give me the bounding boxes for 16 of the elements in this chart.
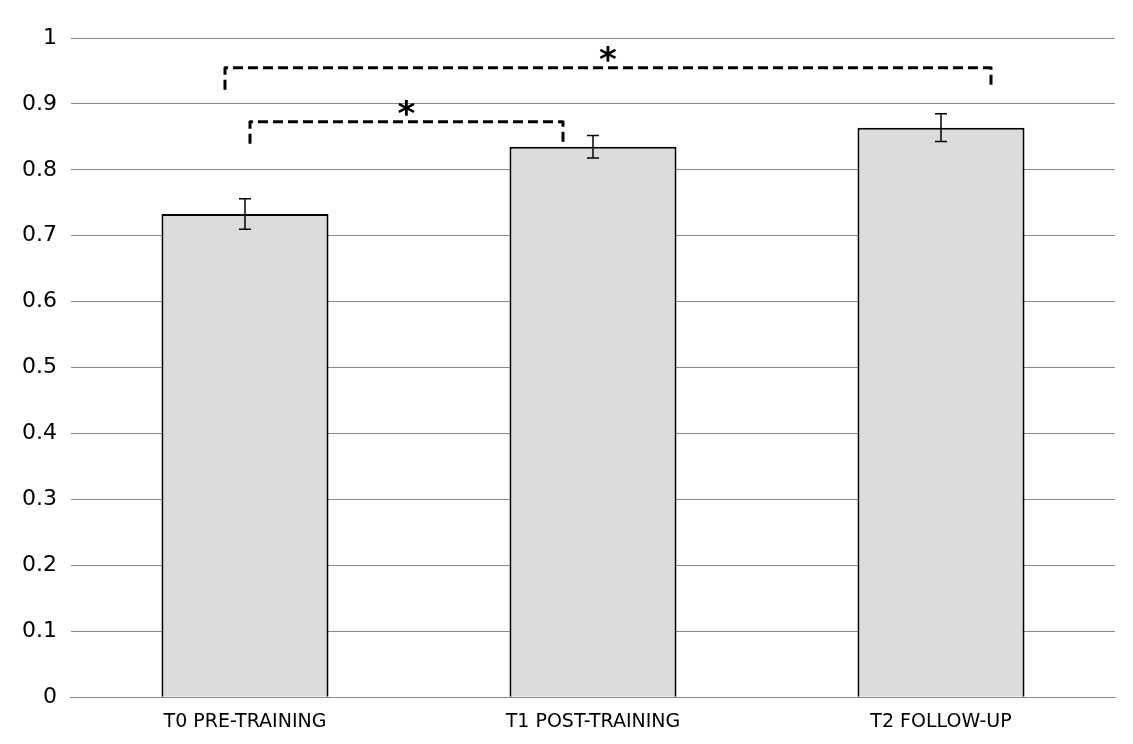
y-tick-label: 0.5 — [21, 353, 57, 379]
y-tick-label: 1 — [42, 23, 57, 49]
y-tick-label: 0.1 — [21, 617, 57, 642]
y-tick-label: 0 — [42, 682, 57, 708]
x-tick-label: T1 POST-TRAINING — [504, 708, 681, 731]
x-tick-label: T0 PRE-TRAINING — [162, 708, 327, 731]
y-tick-label: 0.2 — [21, 551, 57, 577]
y-tick-label: 0.7 — [21, 221, 57, 247]
y-tick-label: 0.9 — [21, 89, 57, 115]
y-tick-label: 0.6 — [21, 287, 57, 313]
annotation: * — [397, 92, 416, 133]
x-tick-label: T2 FOLLOW-UP — [869, 708, 1012, 731]
y-tick-label: 0.4 — [21, 419, 57, 445]
y-tick-label: 0.8 — [21, 155, 57, 181]
annotation: * — [599, 38, 618, 79]
y-tick-label: 0.3 — [21, 485, 57, 511]
